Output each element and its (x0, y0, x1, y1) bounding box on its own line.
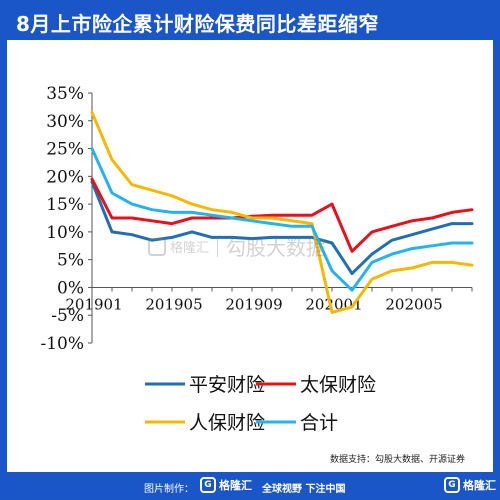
footer-right-logo-icon: G (444, 477, 460, 493)
x-tick-label: 201905 (145, 295, 202, 313)
footer-right-logo-text: 格隆汇 (463, 479, 496, 492)
legend-label-1: 太保财险 (300, 374, 376, 396)
x-tick-label: 202005 (385, 295, 442, 313)
y-tick-label: 25% (46, 140, 84, 160)
series-line-2 (90, 110, 474, 314)
y-tick-label: 5% (57, 251, 84, 271)
y-tick-label: 15% (46, 195, 84, 215)
watermark-text: 勾股大数据 (226, 236, 327, 260)
data-source-note: 数据支持：勾股大数据、开源证券 (330, 455, 466, 465)
x-tick-label: 201909 (225, 295, 282, 313)
watermark: 格隆汇 勾股大数据 (148, 232, 326, 261)
y-tick-label: -5% (51, 306, 84, 326)
page-title: 8月上市险企累计财险保费同比差距缩窄 (16, 12, 379, 36)
y-tick-label: 0% (57, 278, 84, 298)
series-line-0 (90, 180, 474, 276)
footer-slogan: 全球视野 下注中国 (262, 484, 346, 495)
legend-label-3: 合计 (300, 412, 338, 434)
footer-right-logo: G 格隆汇 (444, 477, 496, 495)
y-tick-label: -10% (40, 334, 84, 354)
y-tick-label: 35% (46, 84, 84, 104)
series-line-1 (90, 177, 474, 253)
y-tick-label: 30% (46, 112, 84, 132)
y-tick-label: 20% (46, 167, 84, 187)
series-line-3 (90, 147, 474, 292)
footer-bar: 图片制作： G 格隆汇 全球视野 下注中国 G 格隆汇 (0, 472, 500, 500)
watermark-divider (217, 236, 219, 257)
x-tick-label: 201901 (65, 295, 122, 313)
footer-logo-text: 格隆汇 (219, 479, 252, 492)
legend-label-2: 人保财险 (189, 412, 265, 434)
y-tick-label: 10% (46, 223, 84, 243)
footer-logo-icon: G (200, 477, 216, 493)
footer-credit: 图片制作： (144, 484, 194, 495)
chart-panel (7, 40, 493, 472)
footer-logo: G 格隆汇 (200, 477, 252, 495)
legend-label-0: 平安财险 (189, 374, 265, 396)
title-bar: 8月上市险企累计财险保费同比差距缩窄 (0, 0, 500, 40)
watermark-logo-icon (148, 237, 166, 256)
chart-series (90, 110, 474, 314)
watermark-logo-text: 格隆汇 (170, 241, 210, 256)
chart-axes: -10% -5% 0% 5% 10% 15% 20% 25% 30% 35% 201901 20190… (40, 84, 473, 354)
